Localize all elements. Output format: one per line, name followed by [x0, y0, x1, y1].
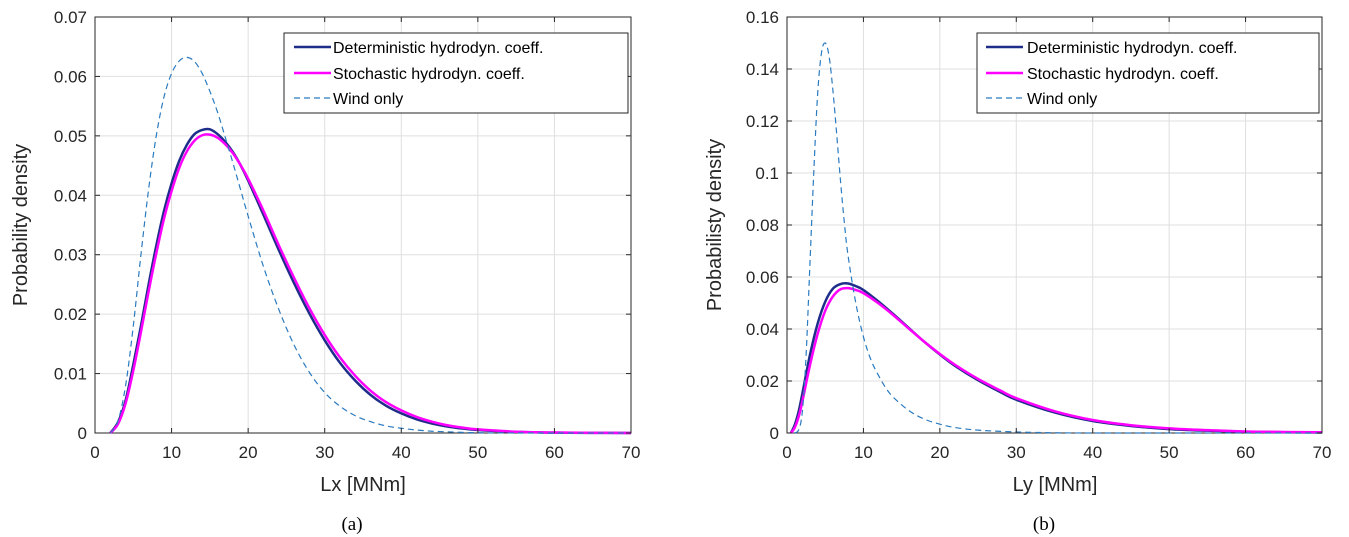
x-tick-label: 70: [1313, 443, 1332, 462]
x-tick-label: 30: [1007, 443, 1026, 462]
y-tick-label: 0.05: [54, 127, 87, 146]
x-axis-label-a: Lx [MNm]: [320, 474, 406, 496]
legend-b: Deterministic hydrodyn. coeff. Stochasti…: [976, 32, 1320, 114]
y-tick-label: 0.16: [746, 8, 779, 27]
legend-box-a: [283, 32, 629, 114]
x-axis-label-b: Ly [MNm]: [1013, 474, 1098, 496]
legend-box-b: [976, 32, 1320, 114]
chart-panel-a: 0 10 20 30 40 50 60 70 0 0.01 0.02 0.03 0.04 0.05 0.06…: [10, 8, 640, 535]
y-axis-label-b: Probabilisty density: [704, 139, 726, 311]
legend-label-wind-b: Wind only: [1027, 91, 1097, 108]
y-tick-label: 0.07: [54, 8, 87, 27]
legend-label-stochastic-b: Stochastic hydrodyn. coeff.: [1027, 66, 1219, 83]
x-tick-label: 30: [315, 443, 334, 462]
x-tick-label: 50: [1160, 443, 1179, 462]
x-tick-label: 40: [392, 443, 411, 462]
ticks-b: 0 10 20 30 40 50 60 70 0 0.02 0.04 0.06 0.08 0.1 0.12 0…: [746, 8, 1332, 462]
y-tick-label: 0: [78, 424, 87, 443]
series-line-stochastic-a: [109, 133, 632, 435]
grid-a: [95, 17, 631, 433]
x-tick-label: 20: [239, 443, 258, 462]
y-tick-label: 0: [770, 424, 779, 443]
legend-label-deterministic-a: Deterministic hydrodyn. coeff.: [333, 40, 543, 57]
x-tick-label: 50: [468, 443, 487, 462]
x-tick-label: 70: [622, 443, 641, 462]
y-tick-label: 0.14: [746, 60, 779, 79]
chart-panel-b: 0 10 20 30 40 50 60 70 0 0.02 0.04 0.06 0.08 0.1 0.12 0…: [704, 8, 1331, 535]
y-axis-label-a: Probability density: [10, 144, 32, 306]
y-tick-label: 0.04: [746, 320, 779, 339]
y-tick-label: 0.01: [54, 365, 87, 384]
series-line-stochastic-b: [789, 286, 1323, 434]
y-tick-label: 0.04: [54, 186, 87, 205]
legend-label-deterministic-b: Deterministic hydrodyn. coeff.: [1027, 40, 1237, 57]
y-tick-label: 0.06: [54, 67, 87, 86]
y-tick-label: 0.12: [746, 112, 779, 131]
y-tick-label: 0.03: [54, 246, 87, 265]
x-tick-label: 20: [930, 443, 949, 462]
y-tick-label: 0.08: [746, 216, 779, 235]
ticks-a: 0 10 20 30 40 50 60 70 0 0.01 0.02 0.03 0.04 0.05 0.06…: [54, 8, 641, 462]
y-tick-label: 0.02: [746, 372, 779, 391]
legend-label-stochastic-a: Stochastic hydrodyn. coeff.: [333, 66, 525, 83]
curves-a: [109, 56, 632, 435]
legend-label-wind-a: Wind only: [333, 91, 403, 108]
y-tick-label: 0.02: [54, 305, 87, 324]
x-tick-label: 0: [782, 443, 791, 462]
x-tick-label: 10: [854, 443, 873, 462]
grid-b: [787, 17, 1322, 433]
legend-a: Deterministic hydrodyn. coeff. Stochasti…: [283, 32, 629, 114]
y-tick-label: 0.1: [755, 164, 779, 183]
x-tick-label: 60: [545, 443, 564, 462]
y-tick-label: 0.06: [746, 268, 779, 287]
series-line-wind-a: [109, 56, 631, 434]
caption-b: (b): [1033, 514, 1055, 535]
x-tick-label: 60: [1236, 443, 1255, 462]
x-tick-label: 10: [162, 443, 181, 462]
x-tick-label: 0: [90, 443, 99, 462]
caption-a: (a): [341, 514, 362, 535]
x-tick-label: 40: [1083, 443, 1102, 462]
